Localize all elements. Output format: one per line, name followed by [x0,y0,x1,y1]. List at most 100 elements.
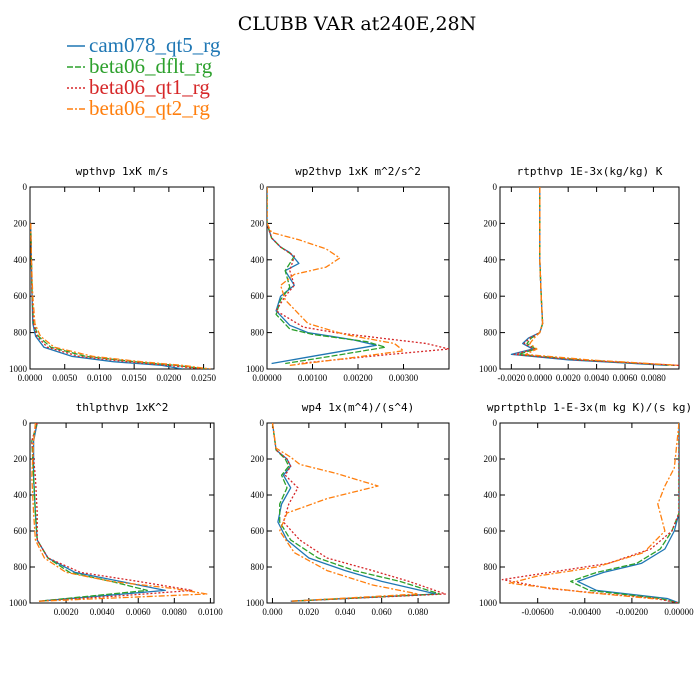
x-tick-label: 0.0080 [641,373,666,383]
legend: cam078_qt5_rgbeta06_dflt_rgbeta06_qt1_rg… [67,33,221,120]
x-tick-label: 0.0100 [198,607,223,617]
y-tick-label: 200 [484,218,498,228]
x-tick-label: 0.0050 [52,373,77,383]
x-tick-label: 0.0060 [126,607,151,617]
y-tick-label: 400 [14,490,28,500]
series-line-beta06_qt1_rg [513,187,679,367]
x-tick-label: 0.0040 [584,373,609,383]
y-tick-label: 1000 [479,598,498,608]
panel-title: wp4 1x(m^4)/(s^4) [302,401,415,414]
x-tick-label: 0.080 [408,607,429,617]
x-tick-label: 0.0080 [162,607,187,617]
x-tick-label: 0.020 [299,607,320,617]
x-tick-label: -0.00600 [522,607,555,617]
x-tick-label: 0.00000 [252,373,282,383]
x-tick-label: 0.0150 [122,373,147,383]
series-line-beta06_qt1_rg [31,423,194,602]
panel-title: wpthvp 1xK m/s [76,165,169,178]
series-line-beta06_qt2_rg [271,423,419,602]
x-tick-label: 0.0020 [54,607,79,617]
y-tick-label: 800 [251,328,265,338]
y-tick-label: 0 [260,418,265,428]
x-tick-label: 0.00200 [343,373,373,383]
y-tick-label: 0 [23,182,28,192]
x-tick-label: 0.0040 [90,607,115,617]
series-line-beta06_qt2_rg [267,187,405,367]
series-line-beta06_dflt_rg [271,423,441,602]
panel-3: rtpthvp 1E-3x(kg/kg) K 0 200 400 600 800 1000-… [479,165,680,383]
series-line-beta06_dflt_rg [31,423,148,602]
x-tick-label: -0.00200 [616,607,649,617]
plot-frame [29,422,215,604]
series-line-beta06_dflt_rg [267,187,386,365]
y-tick-label: 600 [484,291,498,301]
x-tick-label: 0.0020 [556,373,581,383]
y-tick-label: 600 [251,291,265,301]
y-tick-label: 1000 [479,364,498,374]
series-line-beta06_qt1_rg [271,423,447,602]
x-tick-label: 0.060 [372,607,393,617]
x-tick-label: 0.0000 [527,373,552,383]
y-tick-label: 0 [493,418,498,428]
y-tick-label: 600 [14,291,28,301]
panel-4: thlpthvp 1xK^2 0 200 400 600 800 1000 0.0020 0.0… [9,401,223,617]
y-tick-label: 400 [251,490,265,500]
series-line-beta06_qt1_rg [30,223,204,369]
panel-title: rtpthvp 1E-3x(kg/kg) K [517,165,663,178]
panel-title: wp2thvp 1xK m^2/s^2 [295,165,421,178]
y-tick-label: 0 [493,182,498,192]
series-line-beta06_dflt_rg [30,223,208,369]
y-tick-label: 1000 [9,364,28,374]
y-tick-label: 600 [14,526,28,536]
plot-frame [29,186,215,370]
series-group [31,423,208,602]
x-tick-label: 0.00300 [389,373,419,383]
x-tick-label: 0.00100 [298,373,328,383]
figure-title: CLUBB VAR at240E,28N [238,13,477,35]
y-tick-label: 200 [14,218,28,228]
y-tick-label: 400 [484,490,498,500]
y-tick-label: 400 [14,255,28,265]
y-tick-label: 200 [484,454,498,464]
series-line-beta06_dflt_rg [517,187,675,367]
series-line-beta06_qt1_rg [267,187,449,365]
series-line-beta06_dflt_rg [570,423,679,603]
series-line-beta06_qt2_rg [31,423,208,602]
series-line-beta06_qt1_rg [501,423,679,603]
x-tick-label: 0.0100 [87,373,112,383]
y-tick-label: 600 [251,526,265,536]
series-line-cam078_qt5_rg [510,187,668,367]
panel-2: wp2thvp 1xK m^2/s^2020040060080010000.00… [246,165,450,383]
x-tick-label: -0.0020 [497,373,525,383]
series-line-cam078_qt5_rg [271,423,437,602]
series-line-beta06_qt2_rg [524,187,679,367]
series-group [510,187,679,367]
x-tick-label: 0.040 [335,607,356,617]
x-tick-label: 0.0200 [156,373,181,383]
y-tick-label: 0 [23,418,28,428]
x-tick-label: 0.00000 [664,607,694,617]
x-tick-label: 0.0250 [191,373,216,383]
y-tick-label: 800 [251,562,265,572]
y-tick-label: 800 [484,328,498,338]
series-group [30,223,211,369]
y-tick-label: 800 [14,562,28,572]
legend-label-beta06_qt2_rg: beta06_qt2_rg [89,96,210,120]
series-group [501,423,679,603]
panel-title: wprtpthlp 1-E-3x(m kg K)/(s kg) [487,401,692,414]
y-tick-label: 800 [14,328,28,338]
series-line-beta06_qt2_rg [30,223,211,369]
y-tick-label: 1000 [246,598,265,608]
y-tick-label: 400 [484,255,498,265]
y-tick-label: 600 [484,526,498,536]
y-tick-label: 200 [14,454,28,464]
y-tick-label: 200 [251,218,265,228]
y-tick-label: 0 [260,182,265,192]
x-tick-label: 0.0060 [613,373,638,383]
legend-label-cam078_qt5_rg: cam078_qt5_rg [89,33,221,57]
y-tick-label: 1000 [246,364,265,374]
series-group [271,423,447,602]
